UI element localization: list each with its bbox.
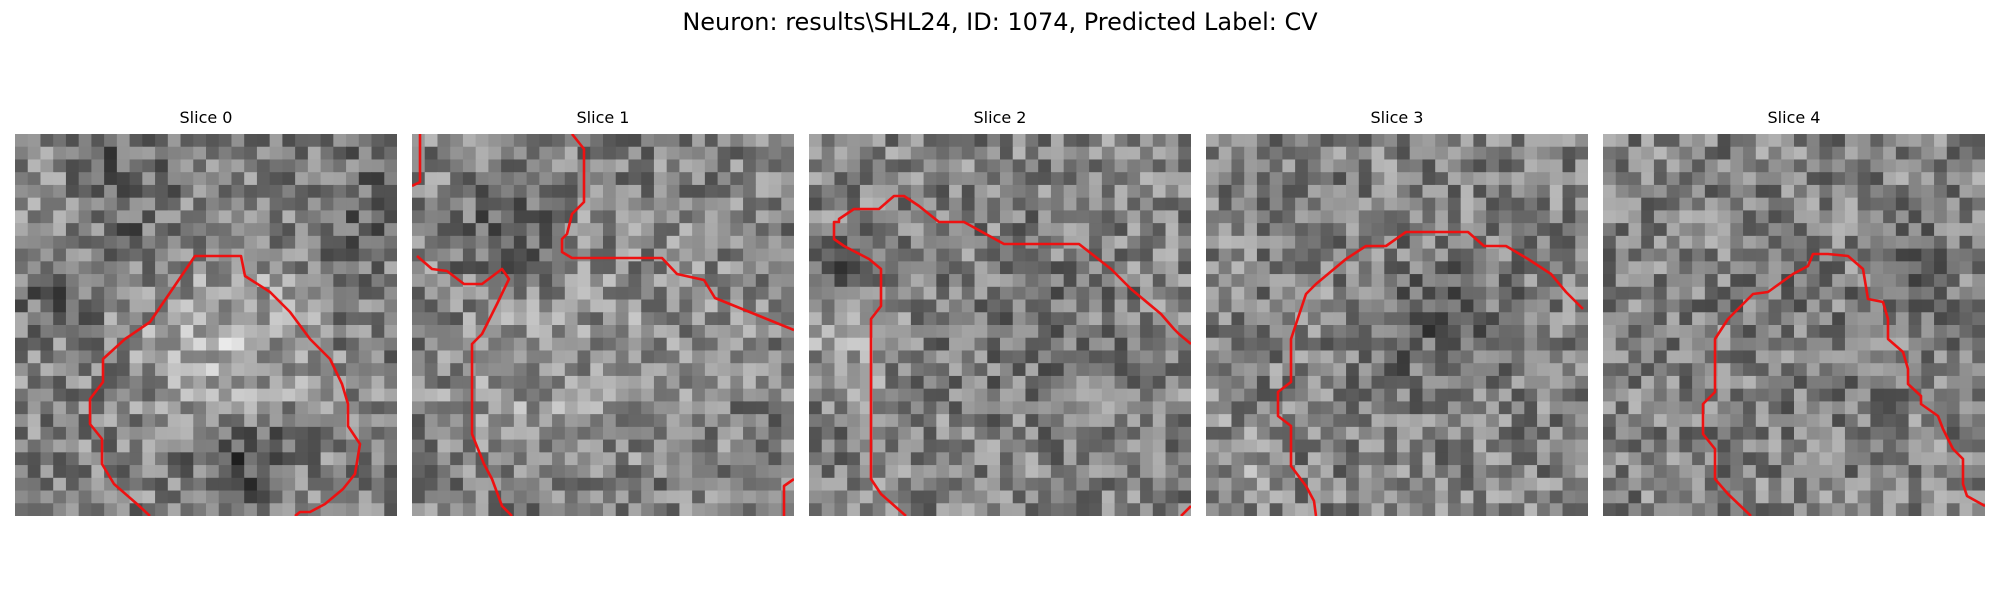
cell-contour: [560, 134, 794, 332]
slice-panel-2: Slice 2: [809, 108, 1191, 518]
slice-image-2: [809, 134, 1191, 516]
slice-panel-0: Slice 0: [15, 108, 397, 518]
cell-contour: [832, 194, 1191, 516]
slice-image-3: [1206, 134, 1588, 516]
slice-title-2: Slice 2: [973, 108, 1027, 127]
slice-title-1: Slice 1: [576, 108, 630, 127]
figure-title: Neuron: results\SHL24, ID: 1074, Predict…: [682, 8, 1318, 36]
slice-title-4: Slice 4: [1767, 108, 1821, 127]
cell-contour: [88, 254, 362, 516]
slice-panel-1: Slice 1: [412, 108, 794, 518]
cell-contour: [1701, 252, 1985, 516]
cell-contour: [782, 477, 794, 516]
cell-contour: [1276, 230, 1584, 516]
slice-title-0: Slice 0: [179, 108, 233, 127]
slice-image-4: [1603, 134, 1985, 516]
cell-contour: [412, 134, 422, 188]
slice-panel-3: Slice 3: [1206, 108, 1588, 518]
cell-contour: [416, 255, 513, 516]
slice-title-3: Slice 3: [1370, 108, 1424, 127]
slice-image-1: [412, 134, 794, 516]
slice-panel-4: Slice 4: [1603, 108, 1985, 518]
cell-contour: [1180, 505, 1191, 516]
slice-image-0: [15, 134, 397, 516]
